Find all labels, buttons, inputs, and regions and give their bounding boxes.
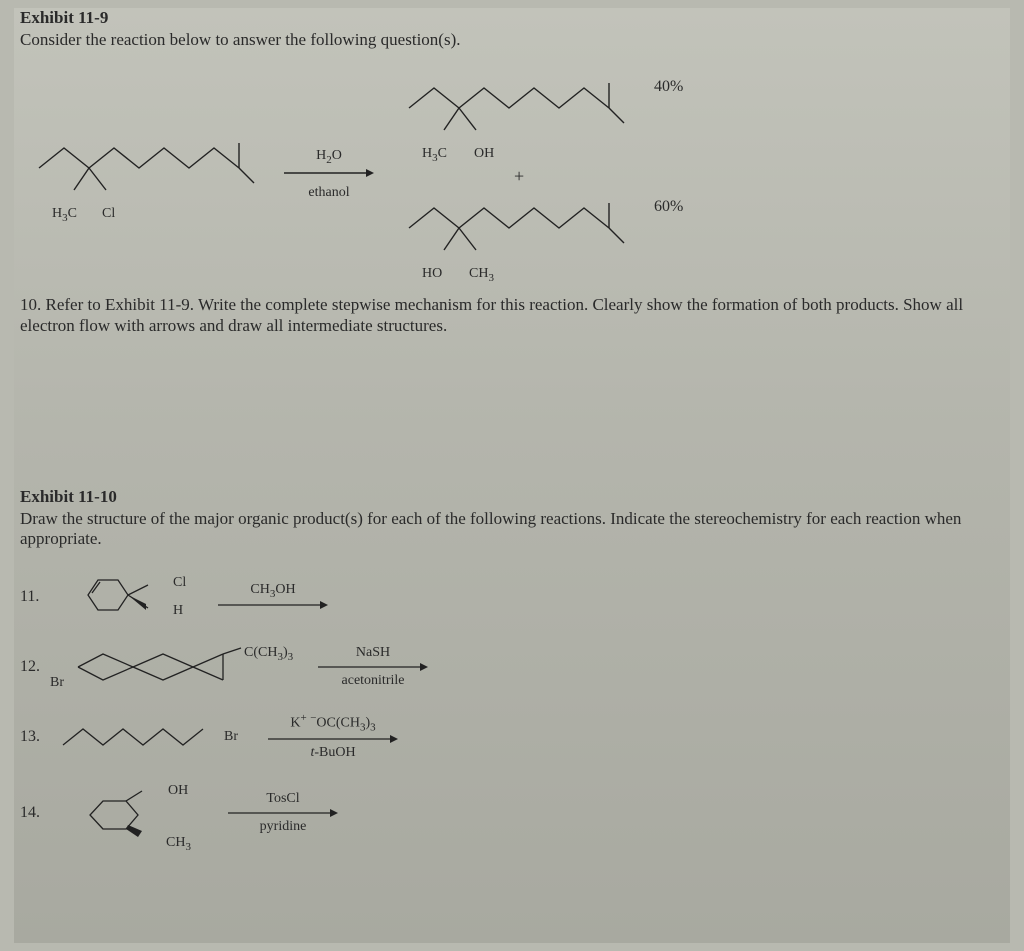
reaction-arrow-icon [284,166,374,180]
exhibit-title: Exhibit 11-9 [20,8,1004,28]
exhibit2-title: Exhibit 11-10 [20,487,1004,507]
plus-sign: + [514,166,524,187]
worksheet-page: Exhibit 11-9 Consider the reaction below… [14,8,1010,943]
rxn12-label-tbu: C(CH3)3 [244,645,293,663]
p2-label-ch3: CH3 [469,266,494,284]
exhibit2-instruction: Draw the structure of the major organic … [20,509,1004,549]
rxn-num: 14. [20,804,58,822]
sm-label-h3c: H3C [52,206,77,224]
product2-structure [404,188,634,268]
exhibit-instruction: Consider the reaction below to answer th… [20,30,1004,50]
rxn11-label-cl: Cl [173,575,186,591]
rxn13-structure [58,710,228,764]
reaction-13: 13. Br K+ −OC(CH3)3 t-BuOH [20,707,1004,767]
p2-label-ho: HO [422,266,442,282]
sm-label-cl: Cl [102,206,115,222]
rxn14-label-oh: OH [168,783,188,799]
arrow-icon [318,661,428,673]
arrow-icon [268,733,398,745]
exhibit-11-10-header: Exhibit 11-10 Draw the structure of the … [14,487,1010,549]
reagent-13-top: K+ −OC(CH3)3 [290,712,375,733]
reaction-scheme: H3C Cl H2O ethanol H3C OH 40% + [14,58,1010,288]
arrow-icon [228,807,338,819]
reagent-12-bottom: acetonitrile [342,673,405,689]
product2-yield: 60% [654,198,683,216]
reaction-11: 11. Cl H CH3OH [20,567,1004,627]
rxn11-label-h: H [173,603,183,619]
p1-label-oh: OH [474,146,494,162]
rxn12-structure [58,640,248,694]
rxn13-reagent: K+ −OC(CH3)3 t-BuOH [268,712,398,761]
reaction-12: 12. Br C(CH3)3 NaSH acetonitrile [20,637,1004,697]
reagent-11-top: CH3OH [250,582,295,600]
rxn14-reagent: TosCl pyridine [228,791,338,835]
reagent-ethanol: ethanol [284,185,374,201]
product1-structure [404,68,634,148]
reaction-list: 11. Cl H CH3OH 12. [14,567,1010,849]
arrow-icon [218,599,328,611]
rxn12-label-br: Br [50,675,64,691]
exhibit-11-9-header: Exhibit 11-9 Consider the reaction below… [14,8,1010,50]
reagent-13-bottom: t-BuOH [310,745,355,761]
rxn12-reagent: NaSH acetonitrile [318,645,428,689]
reagent-h2o: H2O [284,148,374,166]
product1-yield: 40% [654,78,683,96]
reaction-14: 14. OH CH3 TosCl pyridine [20,777,1004,849]
reagent-block: H2O ethanol [284,148,374,201]
reagent-12-top: NaSH [356,645,390,661]
rxn-num: 13. [20,728,58,746]
p1-label-h3c: H3C [422,146,447,164]
rxn11-reagent: CH3OH [218,582,328,612]
rxn-num: 12. [20,658,58,676]
rxn-num: 11. [20,588,58,606]
reagent-14-bottom: pyridine [260,819,307,835]
starting-material-structure [34,128,264,208]
reagent-14-top: TosCl [266,791,299,807]
question-10: 10. Refer to Exhibit 11-9. Write the com… [14,294,1010,337]
rxn14-label-ch3: CH3 [166,835,191,853]
rxn13-label-br: Br [224,729,238,745]
